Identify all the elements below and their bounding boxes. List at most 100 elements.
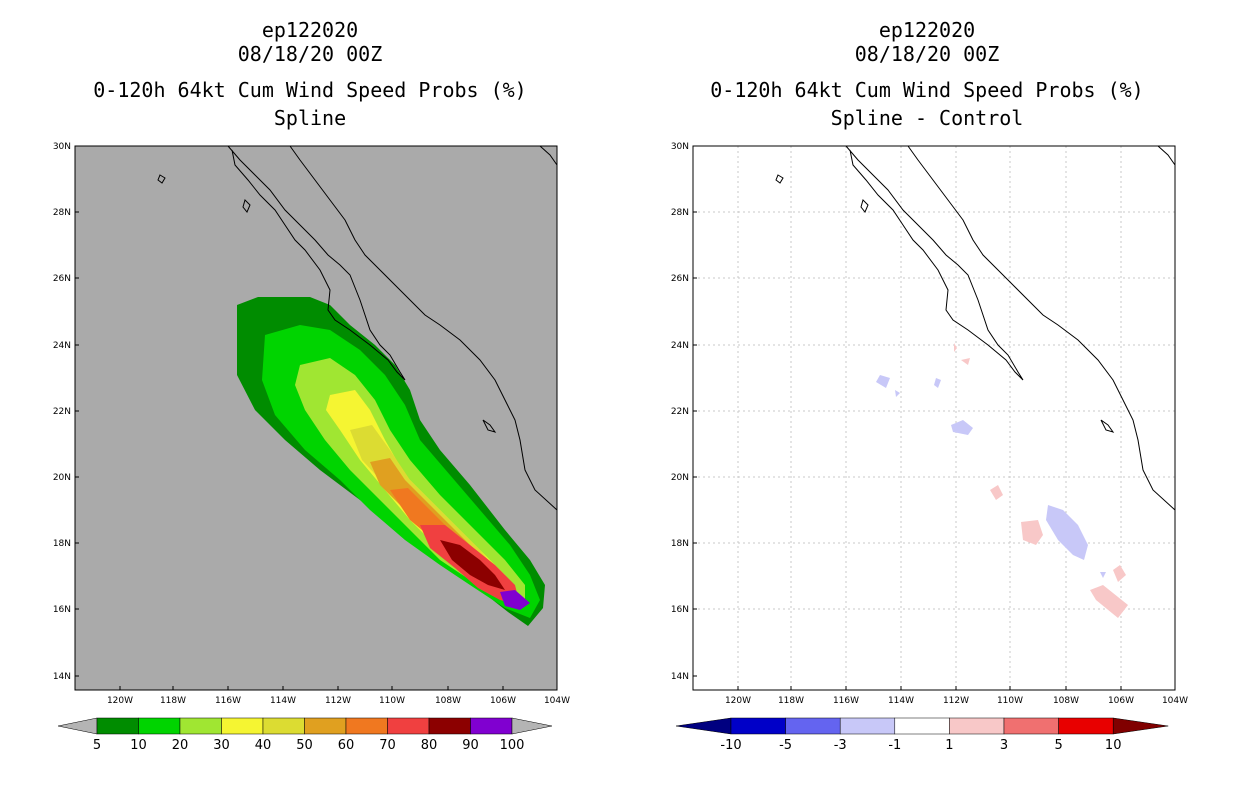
- contour-90: [500, 590, 530, 610]
- left-title-block: ep122020 08/18/20 00Z 0-120h 64kt Cum Wi…: [30, 18, 590, 130]
- left-colorbar-label: 60: [338, 738, 355, 753]
- lat-label: 30N: [671, 142, 689, 152]
- left-colorbar-label: 90: [462, 738, 479, 753]
- diff-pos-5: [961, 358, 970, 365]
- right-colorbar-swatch: [730, 717, 786, 735]
- left-colorbar-swatch: [96, 717, 139, 735]
- diff-pos-2: [990, 485, 1003, 500]
- lon-label: 112W: [943, 696, 969, 706]
- contour-80: [440, 540, 505, 590]
- right-colorbar-label: -10: [720, 738, 741, 753]
- left-colorbar-label: 80: [421, 738, 438, 753]
- right-colorbar-swatch: [839, 717, 896, 735]
- lon-label: 118W: [160, 696, 186, 706]
- left-colorbar-label: 5: [93, 738, 101, 753]
- left-colorbar-label: 70: [379, 738, 396, 753]
- left-colorbar-swatch: [470, 717, 513, 735]
- lon-label: 106W: [1108, 696, 1134, 706]
- left-colorbar-swatch: [221, 717, 264, 735]
- lon-label: 114W: [888, 696, 914, 706]
- lat-label: 28N: [53, 208, 71, 218]
- diff-neg-4: [951, 420, 973, 435]
- lon-label: 108W: [1053, 696, 1079, 706]
- left-colorbar-low-arrow: [57, 717, 98, 735]
- right-colorbar-label: 5: [1054, 738, 1062, 753]
- right-colorbar-label: -3: [834, 738, 847, 753]
- lon-label: 116W: [833, 696, 859, 706]
- right-colorbar-label: -5: [779, 738, 792, 753]
- left-colorbar-swatch: [179, 717, 222, 735]
- right-storm-id: ep122020: [878, 18, 976, 42]
- diff-neg-3: [934, 378, 941, 388]
- right-colorbar-swatch: [785, 717, 841, 735]
- left-lat-labels: 30N 28N 26N 24N 22N 20N 18N 16N 14N: [53, 142, 79, 682]
- right-lon-labels: 120W 118W 116W 114W 112W 110W 108W 106W 104W: [725, 686, 1188, 706]
- left-datetime: 08/18/20 00Z: [237, 42, 383, 66]
- right-colorbar-high-arrow: [1112, 717, 1169, 735]
- lat-label: 16N: [53, 605, 71, 615]
- lat-label: 20N: [671, 473, 689, 483]
- left-colorbar-label: 50: [296, 738, 313, 753]
- right-product: 0-120h 64kt Cum Wind Speed Probs (%): [710, 78, 1144, 102]
- right-lat-labels: 30N 28N 26N 24N 22N 20N 18N 16N 14N: [671, 142, 697, 682]
- right-colorbar-swatch: [1003, 717, 1059, 735]
- lon-label: 108W: [435, 696, 461, 706]
- lat-label: 22N: [671, 407, 689, 417]
- lat-label: 28N: [671, 208, 689, 218]
- right-map: 30N 28N 26N 24N 22N 20N 18N 16N 14N 120W 118W 116W…: [671, 142, 1188, 753]
- left-colorbar-swatch: [345, 717, 388, 735]
- left-map: 30N 28N 26N 24N 22N 20N 18N 16N 14N 120W 118W 116W…: [53, 142, 570, 753]
- left-lon-labels: 120W 118W 116W 114W 112W 110W 108W 106W 104W: [107, 686, 570, 706]
- lat-label: 14N: [671, 672, 689, 682]
- lat-label: 18N: [53, 539, 71, 549]
- diff-pos-4: [1113, 565, 1126, 582]
- right-colorbar-label: 1: [945, 738, 953, 753]
- left-colorbar-swatch: [428, 717, 471, 735]
- right-gridlines: [693, 146, 1175, 690]
- right-colorbar: -10 -5 -3 -1 1 3 5 10: [675, 717, 1169, 753]
- lon-label: 114W: [270, 696, 296, 706]
- right-colorbar-label: 3: [1000, 738, 1008, 753]
- lat-label: 24N: [53, 341, 71, 351]
- diff-neg-1: [1046, 505, 1088, 560]
- right-colorbar-label: -1: [888, 738, 901, 753]
- right-colorbar-swatch: [949, 717, 1005, 735]
- left-map-frame: [74, 145, 558, 691]
- lon-label: 116W: [215, 696, 241, 706]
- lat-label: 22N: [53, 407, 71, 417]
- lon-label: 110W: [997, 696, 1023, 706]
- diff-pos-1: [1021, 520, 1043, 545]
- left-storm-id: ep122020: [261, 18, 359, 42]
- right-subtitle: Spline - Control: [830, 106, 1024, 130]
- left-colorbar-label: 10: [130, 738, 147, 753]
- left-subtitle: Spline: [273, 106, 347, 130]
- left-colorbar-label: 40: [255, 738, 272, 753]
- diff-neg-2: [876, 375, 890, 388]
- lon-label: 106W: [490, 696, 516, 706]
- right-map-background: [693, 146, 1175, 690]
- lat-label: 14N: [53, 672, 71, 682]
- right-map-frame: [692, 145, 1176, 691]
- left-colorbar-label: 100: [500, 738, 525, 753]
- lat-label: 16N: [671, 605, 689, 615]
- left-colorbar-swatch: [262, 717, 305, 735]
- diff-pos-3: [1090, 585, 1128, 618]
- right-colorbar-swatch: [894, 717, 950, 735]
- lon-label: 120W: [107, 696, 133, 706]
- diff-pos-6: [954, 343, 957, 352]
- lon-label: 118W: [778, 696, 804, 706]
- right-coastlines: [775, 145, 1176, 511]
- lat-label: 26N: [671, 274, 689, 284]
- left-colorbar-high-arrow: [511, 717, 553, 735]
- left-colorbar-label: 30: [213, 738, 230, 753]
- right-colorbar-swatch: [1058, 717, 1114, 735]
- lat-label: 30N: [53, 142, 71, 152]
- right-title-block: ep122020 08/18/20 00Z 0-120h 64kt Cum Wi…: [647, 18, 1207, 130]
- lat-label: 26N: [53, 274, 71, 284]
- lon-label: 120W: [725, 696, 751, 706]
- lat-label: 18N: [671, 539, 689, 549]
- right-colorbar-low-arrow: [675, 717, 732, 735]
- left-colorbar-swatch: [138, 717, 181, 735]
- lon-label: 104W: [1162, 696, 1188, 706]
- right-datetime: 08/18/20 00Z: [854, 42, 1000, 66]
